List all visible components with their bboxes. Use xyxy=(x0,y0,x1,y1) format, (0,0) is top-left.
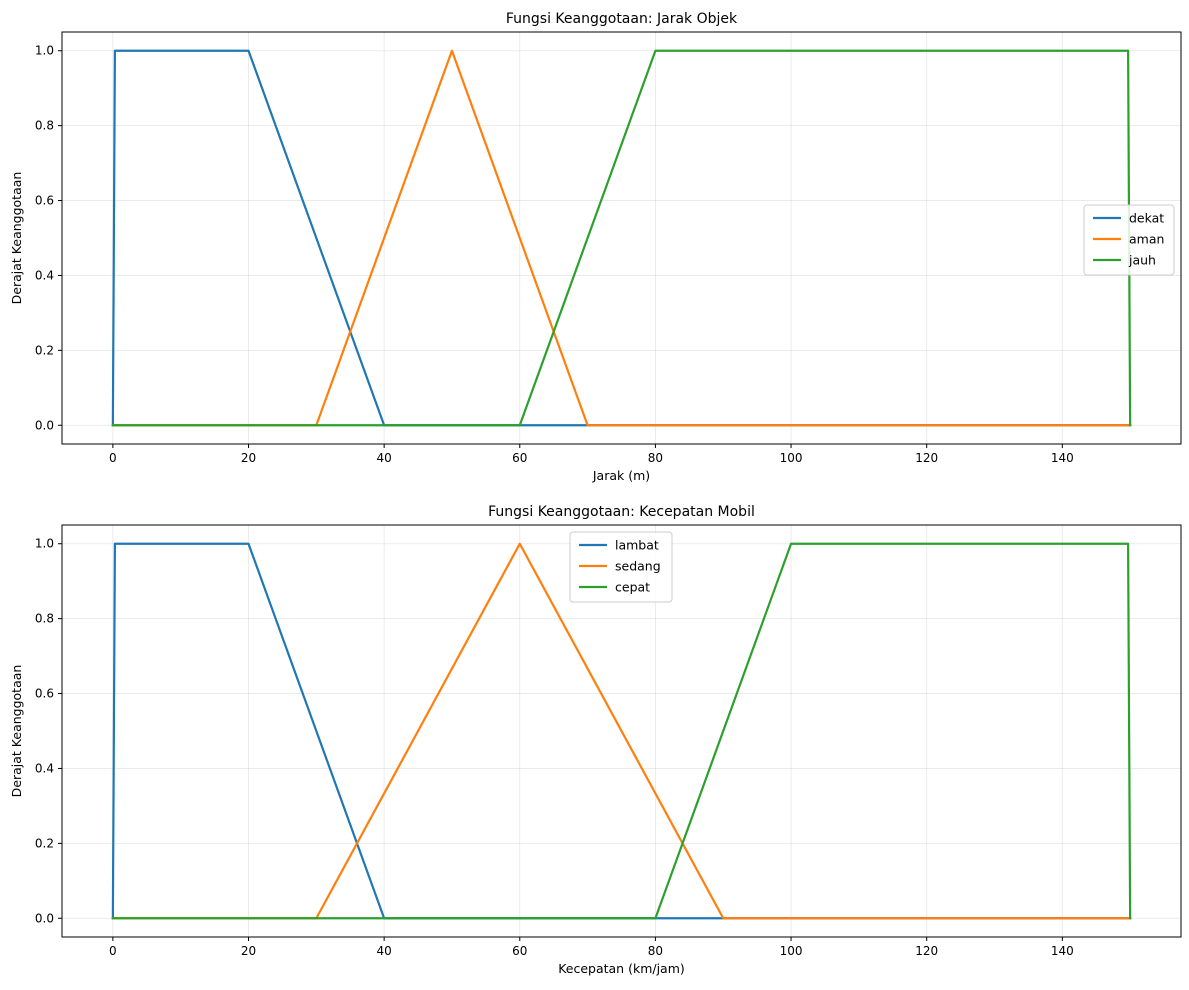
plot-frame xyxy=(61,31,1182,445)
y-tick-label: 0.0 xyxy=(35,418,54,432)
legend-label-jauh: jauh xyxy=(1128,253,1156,268)
x-tick-label: 40 xyxy=(376,451,391,465)
y-tick-label: 0.0 xyxy=(35,911,54,925)
y-axis-label: Derajat Keanggotaan xyxy=(9,665,24,798)
x-tick-label: 80 xyxy=(648,944,663,958)
legend-label-dekat: dekat xyxy=(1129,211,1164,226)
y-axis-label: Derajat Keanggotaan xyxy=(9,172,24,305)
legend-label-cepat: cepat xyxy=(615,580,650,595)
y-tick-label: 0.6 xyxy=(35,687,54,701)
y-tick-label: 0.4 xyxy=(35,268,54,282)
y-tick-label: 0.6 xyxy=(35,194,54,208)
series-line-jauh xyxy=(111,49,1132,427)
x-tick-label: 20 xyxy=(241,944,256,958)
chart-kecepatan-mobil: 0 20 40 60 80 100 120 140 0.0 0.2 0.4 0.6 0.8 1.0 Fung… xyxy=(9,504,1182,976)
y-tick-label: 1.0 xyxy=(35,44,54,58)
x-tick-label: 140 xyxy=(1051,451,1074,465)
legend-label-sedang: sedang xyxy=(615,559,661,574)
x-tick-label: 20 xyxy=(241,451,256,465)
y-tick-label: 1.0 xyxy=(35,537,54,551)
y-tick-label: 0.8 xyxy=(35,612,54,626)
x-tick-label: 120 xyxy=(915,451,938,465)
y-tick-label: 0.2 xyxy=(35,343,54,357)
y-tick-label: 0.8 xyxy=(35,119,54,133)
legend-box xyxy=(1083,204,1175,276)
plot-frame xyxy=(61,524,1182,938)
x-tick-label: 40 xyxy=(376,944,391,958)
chart-title: Fungsi Keanggotaan: Jarak Objek xyxy=(506,11,738,27)
legend: lambat sedang cepat xyxy=(569,531,673,603)
chart-jarak-objek: 0 20 40 60 80 100 120 140 0.0 0.2 0.4 0.6 0.8 1.0 Fung… xyxy=(9,11,1182,483)
x-tick-label: 0 xyxy=(109,451,117,465)
x-axis-label: Kecepatan (km/jam) xyxy=(558,961,685,976)
legend-label-aman: aman xyxy=(1129,232,1164,247)
y-tick-label: 0.4 xyxy=(35,761,54,775)
x-tick-label: 60 xyxy=(512,451,527,465)
x-tick-label: 100 xyxy=(780,944,803,958)
chart-title: Fungsi Keanggotaan: Kecepatan Mobil xyxy=(488,504,755,520)
legend-label-lambat: lambat xyxy=(615,538,659,553)
series-line-cepat xyxy=(111,542,1132,920)
x-tick-label: 60 xyxy=(512,944,527,958)
legend: dekat aman jauh xyxy=(1083,204,1175,276)
legend-box xyxy=(569,531,673,603)
x-tick-label: 0 xyxy=(109,944,117,958)
x-tick-label: 100 xyxy=(780,451,803,465)
y-tick-label: 0.2 xyxy=(35,836,54,850)
x-axis-label: Jarak (m) xyxy=(592,468,650,483)
x-tick-label: 120 xyxy=(915,944,938,958)
x-tick-label: 80 xyxy=(648,451,663,465)
x-tick-label: 140 xyxy=(1051,944,1074,958)
